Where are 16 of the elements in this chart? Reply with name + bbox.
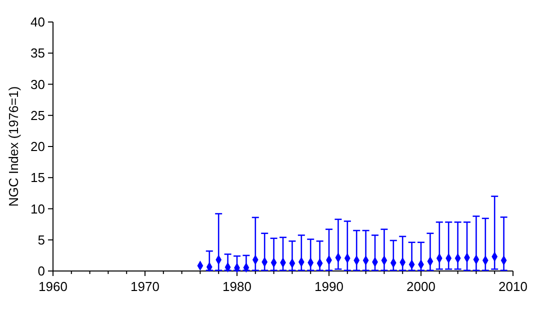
y-tick-label: 40 <box>30 14 45 30</box>
x-tick-label: 2000 <box>406 279 436 294</box>
x-tick-label: 2010 <box>498 279 528 294</box>
x-tick-label: 1980 <box>222 279 252 294</box>
y-tick-label: 5 <box>38 232 45 248</box>
y-tick-label: 35 <box>30 46 45 61</box>
y-tick-label: 25 <box>30 108 45 123</box>
y-tick-label: 20 <box>30 139 45 154</box>
x-tick-label: 1990 <box>314 279 344 294</box>
y-tick-label: 10 <box>30 201 45 216</box>
y-tick-label: 0 <box>38 264 45 279</box>
x-tick-label: 1960 <box>38 279 68 294</box>
x-tick-label: 1970 <box>130 279 160 294</box>
y-tick-label: 15 <box>30 170 45 186</box>
y-axis-title: NGC Index (1976=1) <box>6 86 21 207</box>
y-tick-label: 30 <box>30 76 45 92</box>
